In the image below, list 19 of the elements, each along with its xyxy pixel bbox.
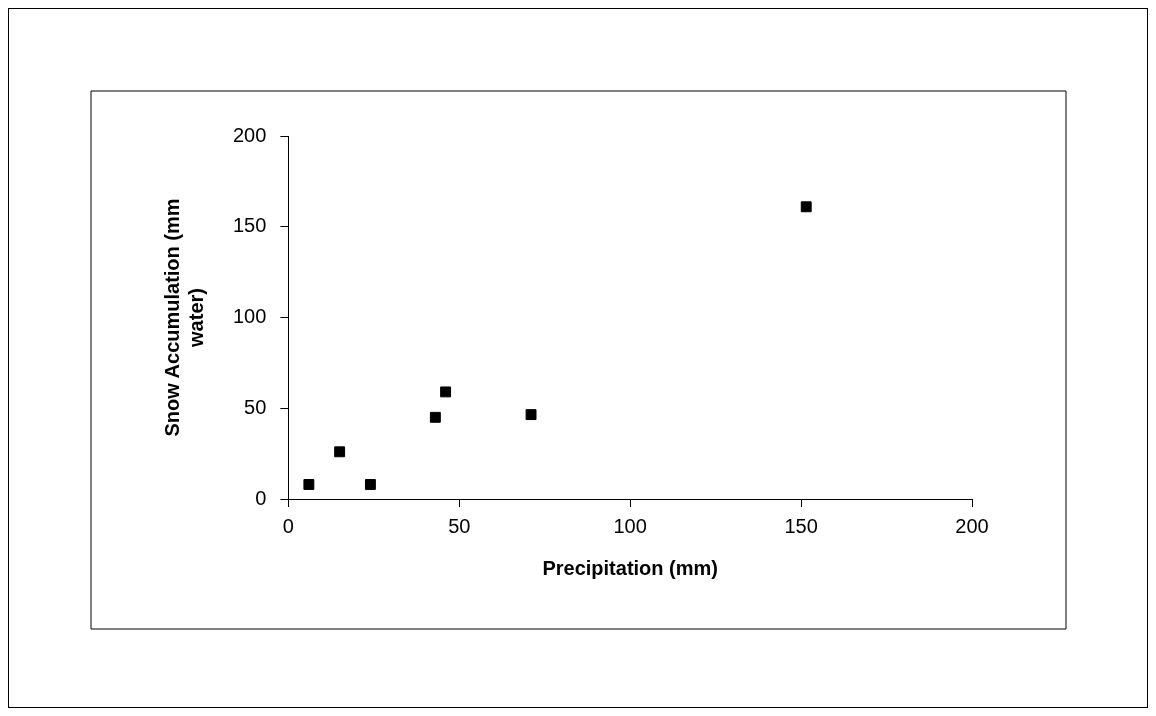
point: [440, 386, 452, 398]
y-tick-label: 100: [232, 305, 267, 328]
x-axis-title: Precipitation (mm): [542, 556, 718, 579]
point: [334, 446, 346, 458]
y-tick-label: 0: [255, 486, 267, 509]
point: [364, 479, 376, 490]
point: [525, 409, 537, 421]
y-tick-label: 150: [232, 214, 267, 237]
x-tick-label: 50: [448, 514, 471, 537]
x-tick-label: 0: [282, 514, 294, 537]
x-tick-label: 150: [784, 514, 818, 537]
point: [429, 411, 441, 423]
point: [800, 201, 812, 213]
point: [303, 479, 315, 490]
x-tick-label: 100: [613, 514, 647, 537]
y-axis-title: Snow Accumulation (mm water): [160, 198, 207, 437]
x-tick-label: 200: [955, 514, 989, 537]
y-tick-label: 200: [232, 123, 267, 146]
y-tick-label: 50: [244, 395, 267, 418]
